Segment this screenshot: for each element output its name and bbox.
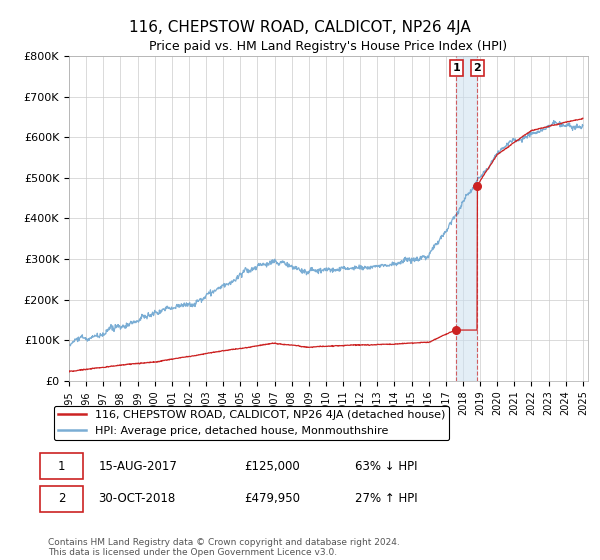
Text: Contains HM Land Registry data © Crown copyright and database right 2024.
This d: Contains HM Land Registry data © Crown c…: [48, 538, 400, 557]
Text: 15-AUG-2017: 15-AUG-2017: [98, 460, 177, 473]
Text: 1: 1: [58, 460, 65, 473]
Text: £125,000: £125,000: [245, 460, 301, 473]
Text: 63% ↓ HPI: 63% ↓ HPI: [355, 460, 418, 473]
Point: [452, 325, 461, 334]
Text: 116, CHEPSTOW ROAD, CALDICOT, NP26 4JA: 116, CHEPSTOW ROAD, CALDICOT, NP26 4JA: [129, 20, 471, 35]
Text: 2: 2: [58, 492, 65, 506]
Text: 30-OCT-2018: 30-OCT-2018: [98, 492, 176, 506]
FancyBboxPatch shape: [40, 486, 83, 512]
Point: [472, 181, 482, 190]
Title: Price paid vs. HM Land Registry's House Price Index (HPI): Price paid vs. HM Land Registry's House …: [149, 40, 508, 53]
Text: 1: 1: [452, 63, 460, 73]
Legend: 116, CHEPSTOW ROAD, CALDICOT, NP26 4JA (detached house), HPI: Average price, det: 116, CHEPSTOW ROAD, CALDICOT, NP26 4JA (…: [53, 405, 449, 440]
Text: £479,950: £479,950: [245, 492, 301, 506]
FancyBboxPatch shape: [40, 453, 83, 479]
Bar: [457, 56, 477, 381]
Text: 2: 2: [473, 63, 481, 73]
Text: 27% ↑ HPI: 27% ↑ HPI: [355, 492, 418, 506]
